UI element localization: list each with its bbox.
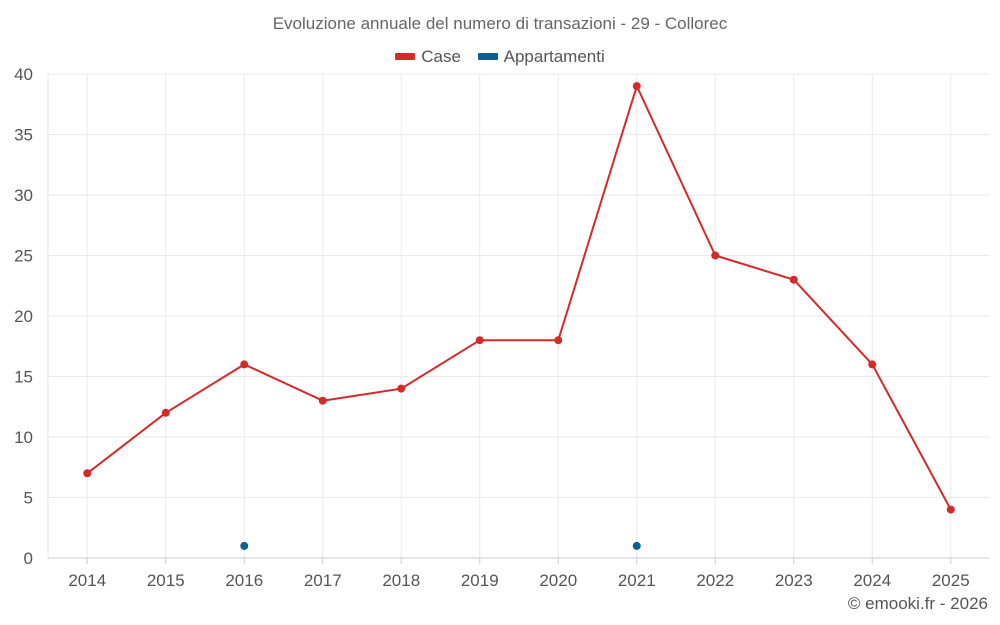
x-tick-label-2018: 2018 [382,571,420,590]
x-tick-label-2019: 2019 [461,571,499,590]
legend-item-case[interactable]: Case [395,47,461,67]
data-point-appartamenti-2016 [240,541,249,550]
x-tick-label-2016: 2016 [225,571,263,590]
legend-item-appartamenti[interactable]: Appartamenti [477,46,605,67]
data-point-case-2024 [868,360,877,369]
series-layer [83,82,955,550]
x-tick-label-2017: 2017 [304,571,342,590]
data-point-case-2023 [789,275,798,284]
data-point-appartamenti-2021 [632,541,641,550]
data-point-case-2015 [161,408,170,417]
y-tick-label-25: 25 [14,247,33,266]
data-point-case-2017 [318,396,327,405]
x-tick-label-2020: 2020 [539,571,577,590]
y-tick-label-0: 0 [24,549,33,568]
x-tick-label-2023: 2023 [775,571,813,590]
series-line-case [86,85,952,511]
y-tick-label-30: 30 [14,186,33,205]
data-point-case-2014 [83,469,92,478]
data-point-case-2025 [946,505,955,514]
chart-title: Evoluzione annuale del numero di transaz… [272,14,728,33]
data-point-case-2020 [554,336,563,345]
x-tick-label-2021: 2021 [618,571,656,590]
x-axis-ticks: 2014 2015 2016 2017 2018 2019 2020 2021 2022 2023… [68,571,969,590]
data-point-case-2022 [711,251,720,260]
x-tick-label-2015: 2015 [147,571,185,590]
grid-lines [48,73,990,558]
x-tick-label-2024: 2024 [853,571,891,590]
x-tick-label-2014: 2014 [68,571,106,590]
x-tick-label-2022: 2022 [696,571,734,590]
y-tick-label-10: 10 [14,428,33,447]
y-tick-label-35: 35 [14,126,33,145]
y-tick-label-15: 15 [14,368,33,387]
x-tick-label-2025: 2025 [932,571,970,590]
legend-swatch-case [395,53,416,60]
axes [47,74,990,564]
data-point-case-2021 [632,82,641,91]
legend-label-case: Case [421,46,461,66]
copyright-credit: © emooki.fr - 2026 [847,594,988,613]
y-axis-ticks: 0 5 10 15 20 25 30 35 40 [14,65,33,568]
legend: Case Appartamenti [0,45,1000,67]
data-point-case-2016 [240,360,249,369]
legend-label-appartamenti: Appartamenti [503,46,605,66]
y-tick-label-5: 5 [24,489,33,508]
y-tick-label-20: 20 [14,307,33,326]
data-point-case-2019 [475,336,484,345]
data-point-case-2018 [397,384,406,393]
legend-swatch-appartamenti [477,53,498,60]
y-tick-label-40: 40 [14,65,33,84]
